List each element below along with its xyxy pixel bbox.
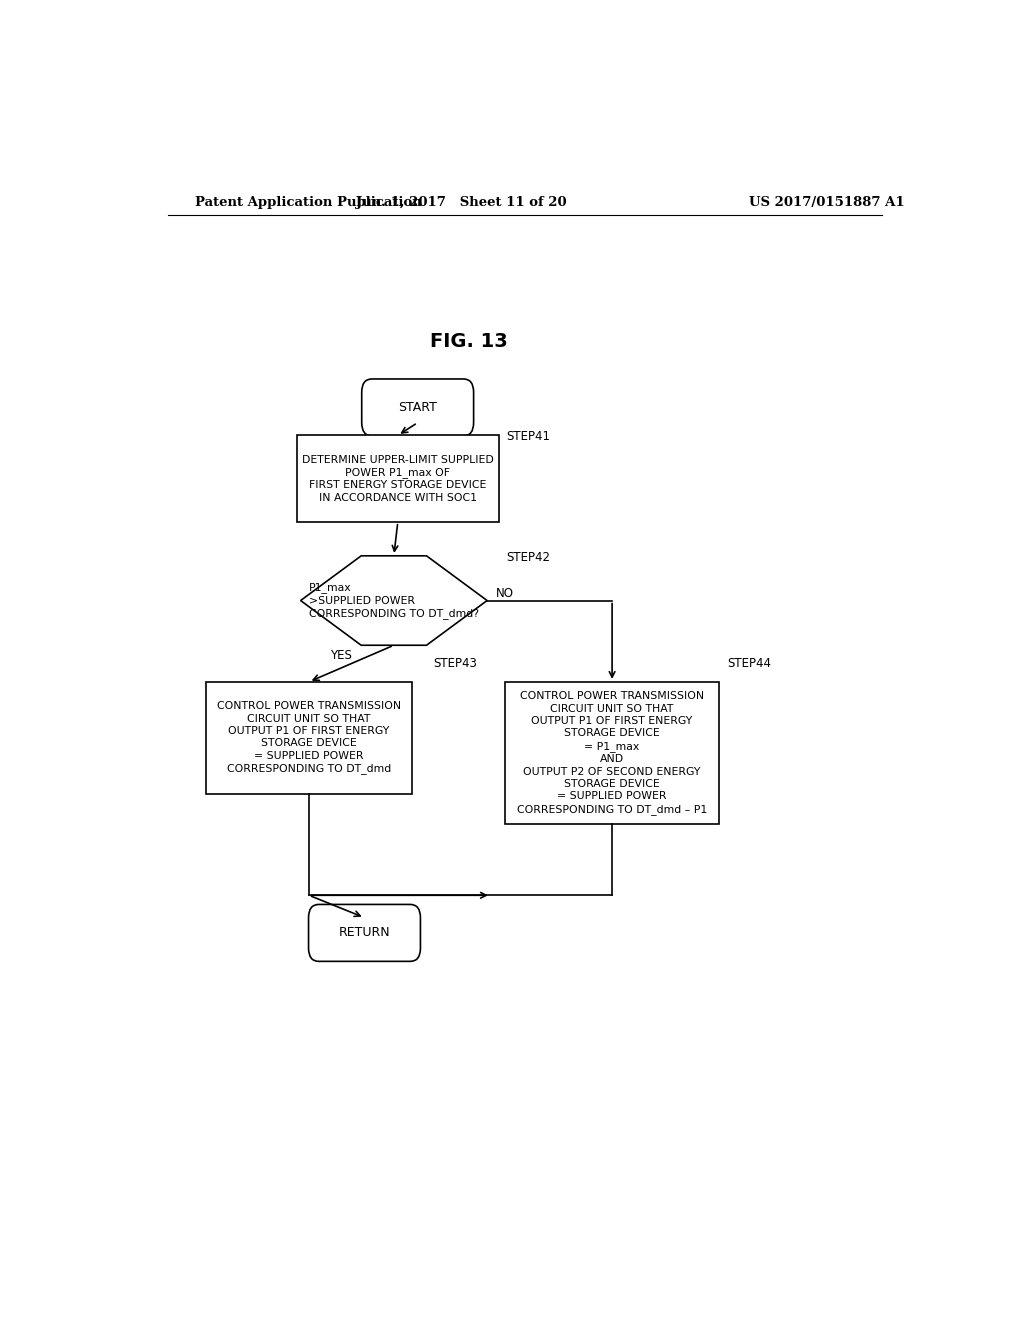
Text: P1_max
>SUPPLIED POWER
CORRESPONDING TO DT_dmd?: P1_max >SUPPLIED POWER CORRESPONDING TO … [309,582,479,619]
Text: STEP44: STEP44 [727,657,771,671]
Text: NO: NO [496,587,513,599]
Bar [206,682,412,793]
Text: Patent Application Publication: Patent Application Publication [196,195,422,209]
Text: START: START [398,401,437,414]
Text: RETURN: RETURN [339,927,390,940]
Text: YES: YES [331,649,352,661]
Text: CONTROL POWER TRANSMISSION
CIRCUIT UNIT SO THAT
OUTPUT P1 OF FIRST ENERGY
STORAG: CONTROL POWER TRANSMISSION CIRCUIT UNIT … [217,701,401,775]
Polygon shape [301,556,487,645]
Text: STEP42: STEP42 [507,552,551,565]
Text: DETERMINE UPPER-LIMIT SUPPLIED
POWER P1_max OF
FIRST ENERGY STORAGE DEVICE
IN AC: DETERMINE UPPER-LIMIT SUPPLIED POWER P1_… [302,454,494,503]
Text: Jun. 1, 2017   Sheet 11 of 20: Jun. 1, 2017 Sheet 11 of 20 [356,195,566,209]
FancyBboxPatch shape [361,379,474,436]
Bar [505,682,719,824]
Bar [297,436,499,521]
Text: US 2017/0151887 A1: US 2017/0151887 A1 [749,195,904,209]
Text: STEP43: STEP43 [433,657,477,671]
FancyBboxPatch shape [308,904,421,961]
Text: STEP41: STEP41 [507,430,551,444]
Text: CONTROL POWER TRANSMISSION
CIRCUIT UNIT SO THAT
OUTPUT P1 OF FIRST ENERGY
STORAG: CONTROL POWER TRANSMISSION CIRCUIT UNIT … [517,692,708,814]
Text: FIG. 13: FIG. 13 [430,331,508,351]
